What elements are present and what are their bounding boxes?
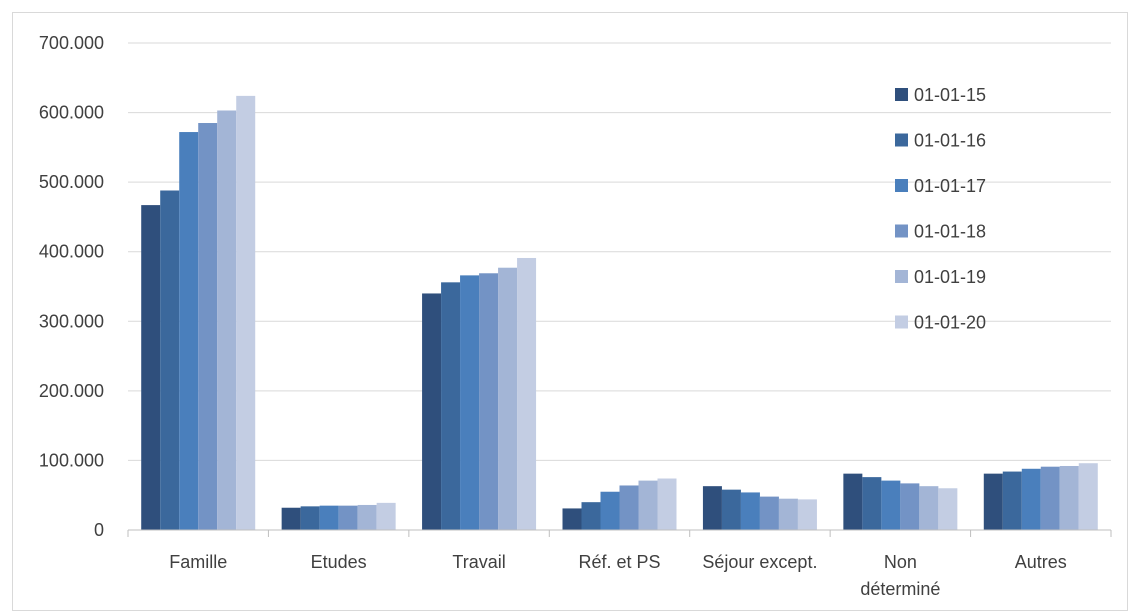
bar [581,502,601,530]
x-category-label: Famille [169,552,227,572]
bar [441,282,461,530]
legend-swatch [895,179,908,192]
bar [778,498,798,530]
bar [198,123,218,530]
legend-label: 01-01-18 [914,222,986,242]
bar [460,275,480,530]
legend-item: 01-01-16 [895,131,986,151]
y-tick-label: 100.000 [39,450,104,470]
bar [517,257,537,530]
bar [236,95,256,531]
bar [376,502,396,530]
bars [141,95,1098,531]
legend: 01-01-15 01-01-16 01-01-17 01-01-18 01-01-19… [895,85,986,333]
legend-label: 01-01-17 [914,176,986,196]
y-tick-label: 200.000 [39,381,104,401]
legend-item: 01-01-15 [895,85,986,105]
legend-item: 01-01-18 [895,222,986,242]
bar [983,473,1003,530]
x-category-label: Etudes [311,552,367,572]
bar [1078,463,1098,530]
bar [600,491,620,530]
bar [217,110,237,530]
bar [562,508,582,530]
bar [1002,471,1022,530]
bar [702,486,722,530]
legend-item: 01-01-17 [895,176,986,196]
bar [179,132,199,530]
y-tick-label: 600.000 [39,103,104,123]
y-tick-label: 0 [94,520,104,540]
bar [1021,468,1041,530]
bar [797,499,817,530]
bar [319,505,339,530]
legend-swatch [895,88,908,101]
bar [740,492,760,530]
bar [862,477,882,530]
bar [141,205,161,530]
bar [919,486,939,530]
x-category-label: Non déterminé [860,552,940,599]
bar [498,267,518,530]
bar [1040,466,1060,530]
y-axis: 0 100.000 200.000 300.000 400.000 500.000 600.… [39,33,104,540]
y-tick-label: 400.000 [39,242,104,262]
bar [160,190,180,530]
legend-item: 01-01-19 [895,267,986,287]
x-category-label: Travail [452,552,505,572]
legend-swatch [895,133,908,147]
bar [619,485,639,530]
legend-label: 01-01-15 [914,85,986,105]
legend-swatch [895,224,908,238]
bar [1059,465,1079,530]
bar [721,489,741,530]
x-category-label: Réf. et PS [578,552,660,572]
bar [281,507,301,530]
bar [300,506,320,530]
bar [759,496,779,530]
legend-swatch [895,315,908,329]
bar [338,505,358,530]
bar [900,483,920,530]
bar [638,480,658,530]
x-category-label: Séjour except. [702,552,817,572]
legend-item: 01-01-20 [895,313,986,333]
bar [657,478,677,530]
y-tick-label: 700.000 [39,33,104,53]
gridlines [128,42,1111,461]
x-axis: Famille Etudes Travail Réf. et PS Séjour exc… [127,529,1112,599]
legend-label: 01-01-16 [914,131,986,151]
bar [843,473,863,530]
bar [938,488,958,530]
legend-swatch [895,270,908,283]
y-tick-label: 300.000 [39,311,104,331]
y-tick-label: 500.000 [39,172,104,192]
bar [479,273,499,530]
bar [881,480,901,530]
bar [422,293,442,530]
x-category-label: Autres [1015,552,1067,572]
bar [357,504,377,530]
legend-label: 01-01-19 [914,267,986,287]
legend-label: 01-01-20 [914,313,986,333]
